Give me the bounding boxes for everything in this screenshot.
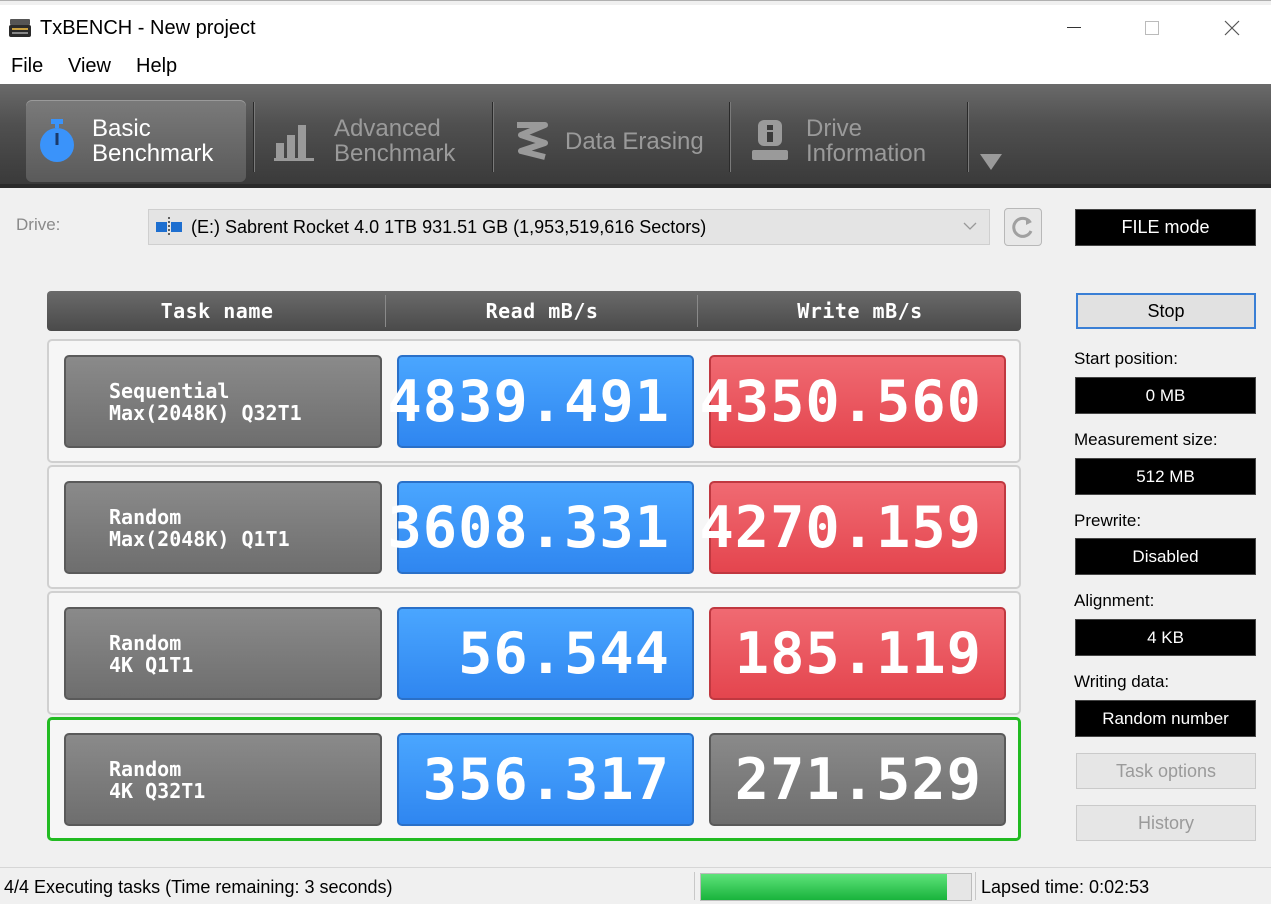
task-button[interactable]: Sequential Max(2048K) Q32T1 <box>64 355 382 448</box>
result-row: Sequential Max(2048K) Q32T1 4839.491 435… <box>47 339 1021 463</box>
tab-advanced-benchmark-label: Advanced Benchmark <box>334 115 456 167</box>
prewrite-label: Prewrite: <box>1074 511 1142 530</box>
write-value: 4270.159 <box>699 481 1006 574</box>
header-read: Read mB/s <box>485 299 599 323</box>
history-button[interactable]: History <box>1076 805 1256 841</box>
result-row-current: Random 4K Q32T1 356.317 271.529 <box>47 717 1021 841</box>
prewrite-field[interactable]: Disabled <box>1075 538 1256 575</box>
menu-bar: File View Help <box>0 51 1271 84</box>
toolbar-divider <box>967 102 969 172</box>
refresh-drives-button[interactable] <box>1004 208 1042 246</box>
close-icon <box>1224 20 1240 36</box>
write-value: 4350.560 <box>699 355 1006 448</box>
minimize-button[interactable] <box>1045 5 1103 51</box>
drive-icon <box>156 217 182 237</box>
toolbar-divider <box>253 102 255 172</box>
drive-select-value: (E:) Sabrent Rocket 4.0 1TB 931.51 GB (1… <box>191 216 707 237</box>
menu-file[interactable]: File <box>11 55 44 77</box>
measurement-size-label: Measurement size: <box>1074 430 1218 449</box>
writing-data-field[interactable]: Random number <box>1075 700 1256 737</box>
alignment-label: Alignment: <box>1074 591 1155 610</box>
result-row: Random 4K Q1T1 56.544 185.119 <box>47 591 1021 715</box>
close-button[interactable] <box>1203 5 1261 51</box>
task-button[interactable]: Random 4K Q1T1 <box>64 607 382 700</box>
start-position-field[interactable]: 0 MB <box>1075 377 1256 414</box>
toolbar-divider <box>492 102 494 172</box>
header-task-name: Task name <box>160 299 274 323</box>
stop-button[interactable]: Stop <box>1076 293 1256 329</box>
tab-basic-benchmark-label: Basic Benchmark <box>92 115 214 167</box>
toolbar-divider <box>729 102 731 172</box>
read-value: 3608.331 <box>387 481 694 574</box>
status-text: 4/4 Executing tasks (Time remaining: 3 s… <box>4 877 393 897</box>
writing-data-label: Writing data: <box>1074 672 1170 691</box>
lapsed-time: Lapsed time: 0:02:53 <box>981 877 1150 897</box>
measurement-size-field[interactable]: 512 MB <box>1075 458 1256 495</box>
txbench-app-icon <box>9 19 31 37</box>
status-bar: 4/4 Executing tasks (Time remaining: 3 s… <box>0 867 1271 904</box>
results-table-header: Task name Read mB/s Write mB/s <box>47 291 1021 331</box>
header-divider <box>385 295 386 327</box>
eraser-icon <box>517 122 548 160</box>
drive-select[interactable]: (E:) Sabrent Rocket 4.0 1TB 931.51 GB (1… <box>148 209 990 245</box>
status-divider <box>694 872 695 900</box>
tab-basic-benchmark[interactable]: Basic Benchmark <box>26 100 246 182</box>
maximize-button[interactable] <box>1123 5 1181 51</box>
tab-drive-information-label: Drive Information <box>806 115 927 167</box>
tab-data-erasing-label: Data Erasing <box>565 127 704 155</box>
read-value: 56.544 <box>397 607 694 700</box>
write-value: 271.529 <box>709 733 1006 826</box>
chevron-down-icon <box>963 222 977 230</box>
progress-fill <box>701 874 947 900</box>
task-button[interactable]: Random Max(2048K) Q1T1 <box>64 481 382 574</box>
title-bar: TxBENCH - New project <box>0 5 1271 51</box>
bar-chart-icon <box>274 125 314 161</box>
drive-info-icon <box>752 120 788 160</box>
read-value: 356.317 <box>397 733 694 826</box>
result-row: Random Max(2048K) Q1T1 3608.331 4270.159 <box>47 465 1021 589</box>
tab-data-erasing[interactable]: Data Erasing <box>503 100 727 182</box>
write-value: 185.119 <box>709 607 1006 700</box>
status-divider <box>975 872 976 900</box>
toolbar-more-arrow[interactable] <box>980 154 1002 170</box>
alignment-field[interactable]: 4 KB <box>1075 619 1256 656</box>
window-title: TxBENCH - New project <box>40 17 256 39</box>
progress-bar <box>700 873 972 901</box>
task-button[interactable]: Random 4K Q32T1 <box>64 733 382 826</box>
start-position-label: Start position: <box>1074 349 1178 368</box>
task-options-button[interactable]: Task options <box>1076 753 1256 789</box>
header-write: Write mB/s <box>797 299 923 323</box>
drive-label: Drive: <box>16 215 61 234</box>
main-toolbar: Basic Benchmark Advanced Benchmark Data … <box>0 84 1271 188</box>
menu-view[interactable]: View <box>68 55 111 77</box>
tab-drive-information[interactable]: Drive Information <box>740 100 966 182</box>
menu-help[interactable]: Help <box>136 55 178 77</box>
header-divider <box>697 295 698 327</box>
minimize-icon <box>1067 27 1081 28</box>
tab-advanced-benchmark[interactable]: Advanced Benchmark <box>264 100 490 182</box>
read-value: 4839.491 <box>387 355 694 448</box>
refresh-icon <box>1012 216 1033 238</box>
stopwatch-icon <box>40 119 74 162</box>
mode-indicator: FILE mode <box>1075 209 1256 246</box>
maximize-icon <box>1145 21 1159 35</box>
